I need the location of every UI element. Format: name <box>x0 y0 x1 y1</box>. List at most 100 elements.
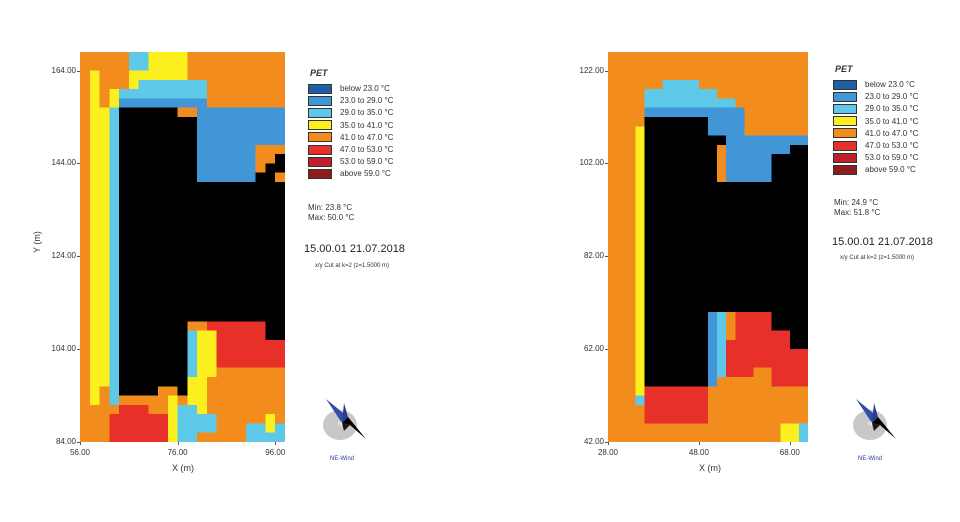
plot-area-left <box>80 52 285 442</box>
pet-cell-c29_35 <box>138 79 207 99</box>
x-tick-label: 68.00 <box>779 448 800 457</box>
pet-cell-c29_35 <box>187 330 198 377</box>
legend-label: 35.0 to 41.0 °C <box>865 116 919 126</box>
legend-label: 41.0 to 47.0 °C <box>865 128 919 138</box>
legend-swatch <box>308 120 332 131</box>
legend-label: above 59.0 °C <box>865 165 916 175</box>
x-axis-label: X (m) <box>172 463 194 473</box>
wind-compass-icon: N <box>848 395 900 462</box>
timestamp: 15.00.01 21.07.2018 <box>304 243 405 255</box>
x-tick-mark <box>275 442 277 445</box>
y-tick-mark <box>77 70 80 72</box>
legend-item: 29.0 to 35.0 °C <box>308 107 393 118</box>
legend-swatch <box>308 83 332 94</box>
pet-cell-c35_41 <box>197 330 217 377</box>
legend-label: 41.0 to 47.0 °C <box>340 132 394 142</box>
pet-cell-c29_35 <box>662 79 699 90</box>
legend-label: 53.0 to 59.0 °C <box>340 157 394 167</box>
pet-cell-c23_29 <box>644 107 708 117</box>
building-footprint <box>265 321 285 340</box>
y-tick-label: 82.00 <box>583 251 604 261</box>
y-tick-label: 164.00 <box>51 65 76 75</box>
cut-label: x/y Cut at k=2 (z=1.5000 m) <box>315 263 390 269</box>
legend-swatch <box>833 103 857 114</box>
legend-item: 23.0 to 29.0 °C <box>833 91 918 102</box>
max-value: Max: 51.8 °C <box>834 208 881 217</box>
legend-swatch <box>833 91 857 102</box>
heatmap-right <box>608 52 808 442</box>
legend-label: 23.0 to 29.0 °C <box>865 92 919 102</box>
legend-label: below 23.0 °C <box>340 84 390 93</box>
building-footprint <box>708 135 718 312</box>
heatmap-panel-right: X (m) 122.00 102.00 82.00 62.00 42.00 28.00 48… <box>480 0 960 522</box>
svg-text:N: N <box>338 422 342 428</box>
legend-swatch <box>308 95 332 106</box>
y-tick-label: 124.00 <box>51 251 76 261</box>
legend-label: below 23.0 °C <box>865 80 915 89</box>
heatmap-left <box>80 52 285 442</box>
x-tick-mark <box>698 442 700 445</box>
y-tick-mark <box>605 163 608 165</box>
legend-item: above 59.0 °C <box>308 168 391 179</box>
pet-cell-c35_41 <box>780 423 799 442</box>
building-footprint <box>158 107 178 387</box>
pet-cell-c47_53 <box>119 404 149 424</box>
wind-compass-icon: N <box>318 395 370 462</box>
building-footprint <box>255 172 266 192</box>
building-footprint <box>119 107 159 396</box>
building-footprint <box>708 135 727 145</box>
pet-cell-c35_41 <box>635 126 645 396</box>
building-footprint <box>771 312 808 331</box>
x-tick-label: 56.00 <box>69 448 91 457</box>
legend-swatch <box>833 116 857 127</box>
pet-cell-c29_35 <box>109 107 120 405</box>
x-tick-label: 96.00 <box>265 448 286 457</box>
pet-cell-c23_29 <box>708 107 745 136</box>
legend-label: 53.0 to 59.0 °C <box>865 153 919 163</box>
building-footprint <box>177 117 198 182</box>
legend-item: 41.0 to 47.0 °C <box>308 132 393 143</box>
y-tick-mark <box>77 163 80 165</box>
building-footprint <box>789 144 808 155</box>
building-footprint <box>644 117 708 387</box>
y-tick-mark <box>605 349 608 351</box>
legend-item: 35.0 to 41.0 °C <box>833 116 918 127</box>
building-footprint <box>265 163 276 182</box>
legend-swatch <box>833 164 857 175</box>
building-footprint <box>275 154 285 173</box>
wind-label: NE-Wind <box>858 456 883 462</box>
pet-cell-c23_29 <box>708 312 718 387</box>
wind-label: NE-Wind <box>330 456 355 462</box>
pet-cell-c29_35 <box>128 52 149 71</box>
y-tick-label: 144.00 <box>51 158 76 168</box>
min-value: Min: 23.8 °C <box>308 203 353 212</box>
legend-title: PET <box>310 68 328 78</box>
legend-item: 47.0 to 53.0 °C <box>833 140 918 151</box>
legend-item: 35.0 to 41.0 °C <box>308 120 393 131</box>
legend-label: 35.0 to 41.0 °C <box>340 120 394 130</box>
y-tick-label: 62.00 <box>583 344 604 354</box>
y-tick-label: 122.00 <box>579 65 604 75</box>
pet-cell-c35_41 <box>99 107 110 387</box>
y-tick-mark <box>605 442 608 443</box>
heatmap-panel-left: X (m) Y (m) 164.00 144.00 124.00 104.00 84.0… <box>32 52 405 473</box>
legend-label: 29.0 to 35.0 °C <box>340 108 394 118</box>
legend-item: 29.0 to 35.0 °C <box>833 103 918 114</box>
pet-cell-c29_35 <box>717 312 727 377</box>
plot-area-right <box>608 52 808 442</box>
legend-swatch <box>833 152 857 163</box>
legend-item: 23.0 to 29.0 °C <box>308 95 393 106</box>
x-tick-label: 76.00 <box>167 448 188 457</box>
legend-swatch <box>308 168 332 179</box>
legend-label: 29.0 to 35.0 °C <box>865 104 919 114</box>
legend-label: 23.0 to 29.0 °C <box>340 96 394 106</box>
pet-cell-c35_41 <box>265 414 276 433</box>
building-footprint <box>177 321 188 396</box>
legend-item: below 23.0 °C <box>833 79 915 90</box>
legend-item: above 59.0 °C <box>833 164 916 175</box>
y-tick-mark <box>77 442 80 443</box>
y-tick-label: 84.00 <box>55 437 76 446</box>
x-tick-mark <box>608 442 609 445</box>
legend-swatch <box>833 79 857 90</box>
legend-swatch <box>833 140 857 151</box>
